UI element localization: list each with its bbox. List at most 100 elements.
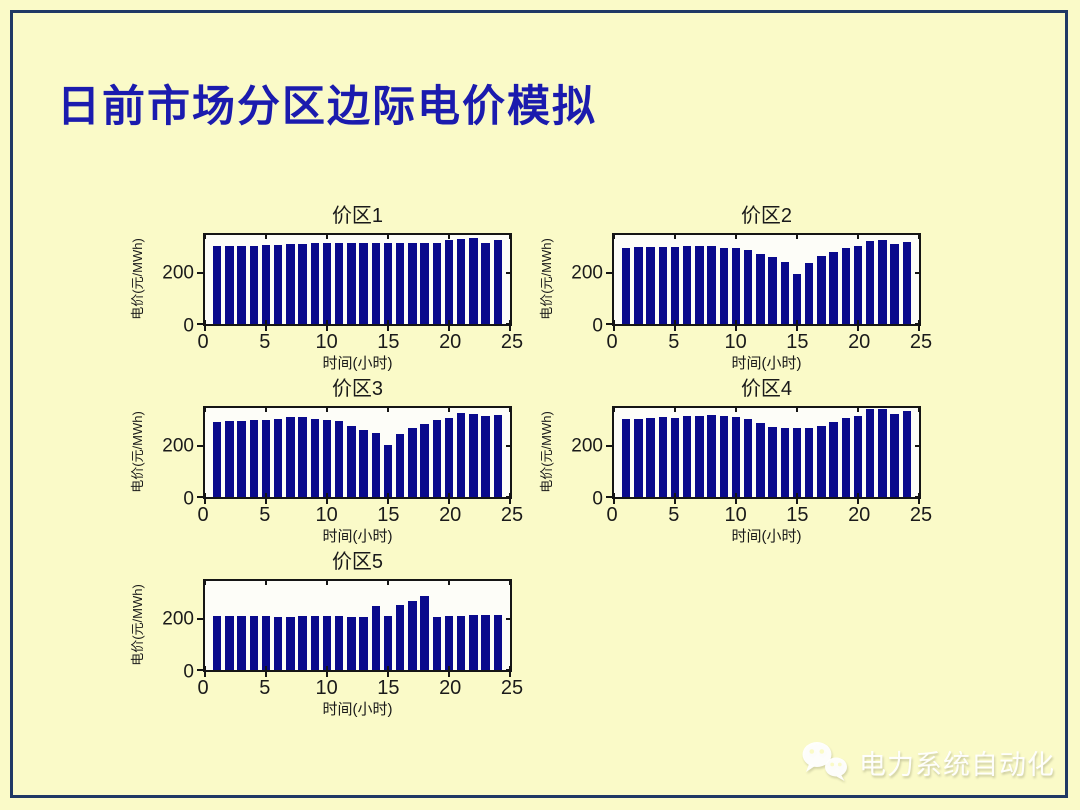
x-tick-mark	[674, 320, 676, 324]
bar-hour-5	[670, 247, 680, 324]
y-tick-mark	[506, 669, 510, 671]
bar-hour-13	[768, 257, 777, 324]
x-tick-mark	[735, 493, 737, 497]
bar-hour-11	[744, 249, 753, 324]
bar-hour-5	[261, 420, 271, 497]
x-tick-mark	[204, 326, 206, 331]
bar-hour-5	[261, 244, 271, 324]
bar-hour-20	[444, 240, 454, 324]
x-axis-label: 时间(小时)	[322, 528, 393, 545]
x-tick-mark	[265, 320, 267, 324]
bar-hour-15	[383, 444, 393, 497]
y-tick-mark	[197, 272, 203, 275]
x-tick-mark	[918, 320, 920, 324]
y-tick-label: 0	[592, 315, 603, 337]
x-tick-mark	[448, 672, 450, 677]
bar-hour-14	[371, 433, 380, 497]
x-tick-mark	[265, 326, 267, 331]
bar-hour-11	[335, 616, 344, 670]
x-tick-mark	[448, 493, 450, 497]
x-tick-label: 0	[197, 504, 209, 526]
plot-area	[197, 579, 512, 677]
y-axis-tick-labels: 0 200	[544, 233, 606, 335]
x-tick-mark	[387, 320, 389, 324]
y-tick-mark	[915, 445, 919, 448]
bar-hour-3	[237, 616, 246, 670]
chart-zone-2: 价区2 电价(元/MWh) 0 200 0 5 10 15 20 25 时间(小时)	[539, 200, 944, 378]
bar-hour-4	[249, 246, 258, 324]
x-tick-mark	[387, 666, 389, 670]
x-tick-mark	[735, 320, 737, 324]
chart-zone-5: 价区5 电价(元/MWh) 0 200 0 5 10 15 20 25 时间(小时)	[130, 546, 535, 724]
y-tick-label: 200	[571, 262, 603, 284]
x-tick-mark	[326, 672, 328, 677]
bar-hour-7	[695, 415, 704, 497]
bar-hour-2	[225, 421, 234, 497]
bar-hour-4	[249, 616, 258, 670]
x-tick-mark	[204, 235, 206, 239]
x-tick-mark	[326, 320, 328, 324]
bar-hour-6	[274, 419, 283, 497]
bar-hour-6	[274, 616, 283, 670]
plot-area	[606, 406, 921, 504]
x-tick-mark	[857, 408, 859, 412]
y-axis-tick-labels: 0 200	[135, 579, 197, 681]
y-tick-mark	[915, 323, 919, 325]
x-tick-mark	[326, 581, 328, 585]
x-tick-mark	[674, 235, 676, 239]
bar-hour-23	[481, 416, 490, 497]
x-tick-mark	[918, 235, 920, 239]
x-tick-label: 25	[500, 677, 524, 699]
x-tick-label: 15	[377, 677, 400, 699]
x-tick-mark	[265, 493, 267, 497]
bar-hour-8	[298, 243, 307, 324]
bar-hour-17	[408, 243, 417, 324]
x-tick-mark	[674, 408, 676, 412]
x-tick-mark	[918, 408, 920, 412]
chart-zone-1: 价区1 电价(元/MWh) 0 200 0 5 10 15 20 25 时间(小时)	[130, 200, 535, 378]
x-tick-mark	[387, 235, 389, 239]
bar-hour-8	[707, 245, 716, 324]
x-tick-mark	[796, 320, 798, 324]
bar-hour-18	[420, 596, 429, 670]
x-tick-mark	[796, 235, 798, 239]
x-tick-mark	[204, 581, 206, 585]
bar-hour-19	[841, 247, 850, 324]
bar-hour-7	[286, 616, 295, 670]
x-tick-mark	[448, 581, 450, 585]
bar-hour-10	[322, 616, 332, 670]
x-axis-label: 时间(小时)	[731, 528, 802, 545]
bar-hour-23	[890, 413, 899, 497]
x-tick-label: 10	[724, 504, 747, 526]
x-tick-mark	[265, 666, 267, 670]
x-tick-mark	[509, 499, 511, 504]
x-tick-mark	[509, 672, 511, 677]
bar-hour-14	[780, 427, 789, 497]
x-tick-mark	[857, 493, 859, 497]
bar-hour-5	[261, 616, 271, 670]
chart-title: 价区3	[331, 378, 384, 400]
x-tick-mark	[265, 672, 267, 677]
bar-hour-1	[213, 245, 222, 324]
x-tick-label: 5	[259, 331, 271, 353]
y-tick-mark	[197, 445, 203, 448]
bar-hour-9	[310, 243, 319, 324]
bar-hour-1	[622, 247, 631, 324]
bar-hour-17	[817, 426, 826, 497]
bar-hour-13	[768, 426, 777, 497]
chart-zone-4: 价区4 电价(元/MWh) 0 200 0 5 10 15 20 25 时间(小时)	[539, 373, 944, 551]
x-tick-mark	[674, 326, 676, 331]
x-tick-label: 5	[259, 677, 271, 699]
y-tick-mark	[506, 496, 510, 498]
bar-hour-22	[469, 413, 478, 497]
x-tick-mark	[326, 326, 328, 331]
bar-hour-23	[481, 242, 490, 324]
bar-hour-12	[756, 423, 765, 497]
bar-hour-17	[408, 600, 417, 670]
bar-hour-9	[719, 416, 728, 497]
x-tick-label: 20	[848, 331, 871, 353]
bar-hour-8	[707, 415, 716, 497]
x-tick-mark	[796, 326, 798, 331]
x-tick-label: 0	[606, 331, 618, 353]
